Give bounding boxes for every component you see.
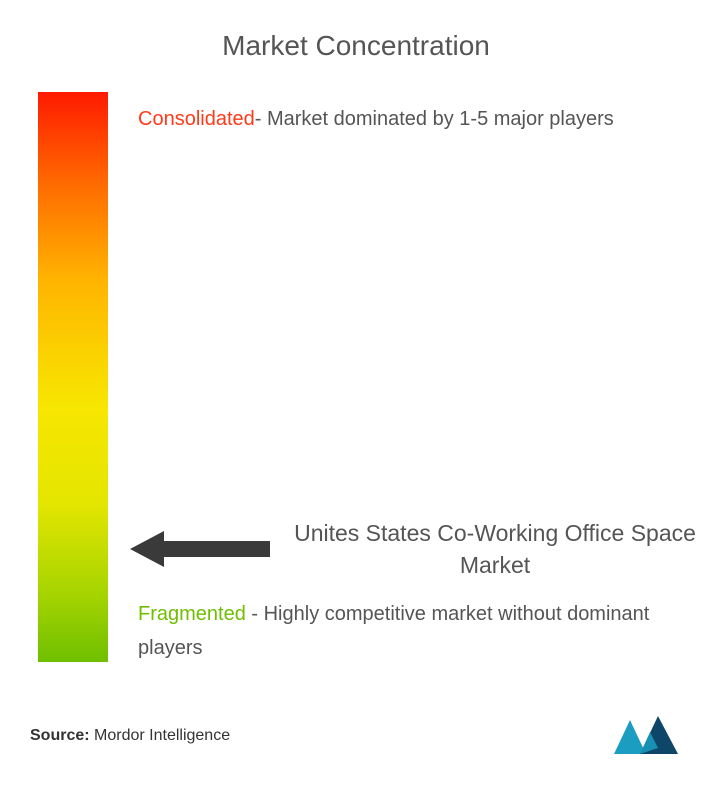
consolidated-label: Consolidated- Market dominated by 1-5 ma… bbox=[138, 102, 698, 136]
concentration-gradient-bar bbox=[38, 92, 108, 662]
consolidated-keyword: Consolidated bbox=[138, 108, 255, 130]
mordor-logo-icon bbox=[610, 714, 682, 758]
page-title: Market Concentration bbox=[20, 30, 692, 62]
fragmented-keyword: Fragmented bbox=[138, 603, 246, 625]
source-line: Source: Mordor Intelligence bbox=[30, 727, 230, 745]
fragmented-label: Fragmented - Highly competitive market w… bbox=[138, 597, 698, 665]
arrow-left-icon bbox=[130, 531, 270, 567]
concentration-diagram: Consolidated- Market dominated by 1-5 ma… bbox=[20, 92, 692, 682]
footer: Source: Mordor Intelligence bbox=[30, 714, 682, 758]
market-name: Unites States Co-Working Office Space Ma… bbox=[270, 517, 710, 581]
market-marker: Unites States Co-Working Office Space Ma… bbox=[130, 517, 710, 581]
source-label: Source: bbox=[30, 727, 90, 744]
source-value: Mordor Intelligence bbox=[90, 727, 231, 744]
consolidated-text: - Market dominated by 1-5 major players bbox=[255, 108, 614, 130]
